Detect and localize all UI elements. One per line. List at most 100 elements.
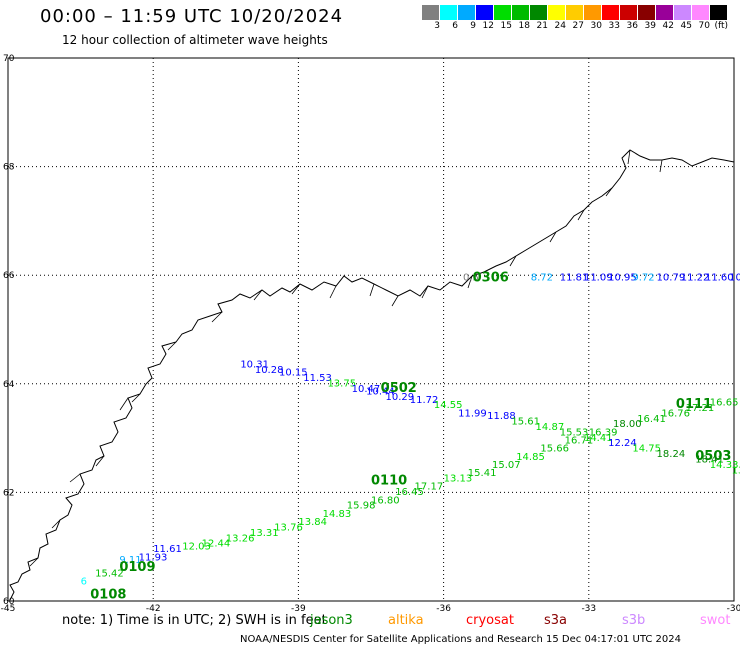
swh-value-label: 11.99 [458,408,487,419]
swh-value-label: 15.42 [95,569,124,580]
color-swatch [602,5,620,20]
swh-value-label: 10.47 [352,384,381,395]
swh-value-label: 10.8 [729,273,740,284]
color-swatch [476,5,494,20]
swh-value-label: 13.26 [226,533,255,544]
swh-value-label: 12.24 [608,438,637,449]
color-legend-label: 3 [434,21,440,31]
swh-value-label: 14.41 [584,433,613,444]
swh-value-label: 14.33 [710,460,739,471]
swh-value-label: 12.44 [202,539,231,550]
color-legend-label: 70 [698,21,710,31]
satellite-legend-item: swot [700,613,731,628]
map-grid [8,58,734,601]
page-title: 00:00 – 11:59 UTC 10/20/2024 [40,6,344,27]
color-swatch [422,5,440,20]
swh-value-label: 13.31 [250,528,279,539]
lon-tick-label: -42 [146,604,161,614]
satellite-legend: jason3 altika cryosat s3a s3b swot [310,613,740,628]
swh-value-label: 11.93 [139,552,168,563]
color-legend-label: 27 [572,21,584,31]
swh-value-label: 10.79 [657,273,686,284]
swh-value-label: 15.53 [560,427,589,438]
swh-value-label: 17.17 [415,482,444,493]
color-swatch [638,5,656,20]
swh-value-label: 14.83 [323,509,352,520]
satellite-legend-item: altika [388,613,424,628]
swh-value-label: 14.75 [632,444,661,455]
swh-value-label: 11.61 [153,544,182,555]
swh-value-label: 16.76 [661,408,690,419]
swh-value-label: 18.41 [695,455,724,466]
color-legend-label: 36 [626,21,638,31]
pass-time-label: 0306 [473,271,509,286]
lon-tick-label: -39 [291,604,306,614]
color-swatch [494,5,512,20]
lat-tick-label: 68 [3,163,15,173]
swh-value-label: 13.76 [274,522,303,533]
coastline-inlets [29,149,663,567]
swh-value-label: 6 [81,577,87,588]
color-legend-labels: 3 6 9 12 15 18 21 24 27 30 33 36 39 42 45 70 (ft) [422,21,728,31]
color-legend-label: 24 [554,21,566,31]
swh-value-label: 16.39 [589,427,618,438]
swh-value-label: 8.72 [531,273,553,284]
color-legend-label: 42 [662,21,674,31]
color-swatch [710,5,728,20]
pass-time-label: 0108 [90,587,126,602]
note-text: note: 1) Time is in UTC; 2) SWH is in fe… [62,613,327,628]
swh-value-label: 13.90 [732,465,740,476]
page-subtitle: 12 hour collection of altimeter wave hei… [62,33,328,47]
satellite-legend-item: s3b [622,613,646,628]
lat-tick-label: 62 [3,488,14,498]
satellite-legend-item: cryosat [466,613,514,628]
color-swatch [566,5,584,20]
swh-value-label: 16.41 [637,414,666,425]
swh-value-label: 16.65 [710,398,739,409]
color-legend-bar [422,5,728,20]
color-swatch [548,5,566,20]
coastline-path [9,149,735,601]
color-swatch [656,5,674,20]
color-legend-label: 30 [590,21,602,31]
swh-value-label: 10.15 [279,368,308,379]
map-frame [7,57,735,602]
swh-value-label: 16.71 [565,436,594,447]
swh-value-label: 15.66 [540,444,569,455]
color-legend-label: 33 [608,21,620,31]
swh-value-label: 14.85 [516,452,545,463]
swh-value-label: 11.81 [560,273,589,284]
color-legend-label: (ft) [714,21,728,31]
swh-value-label: 10.95 [608,273,637,284]
swh-value-label: 11.22 [681,273,710,284]
swh-value-label: 16.45 [395,487,424,498]
swh-value-label: 15.98 [347,501,376,512]
lon-tick-label: -33 [581,604,596,614]
lon-tick-label: -30 [727,604,740,614]
swh-value-label: 13.75 [327,379,356,390]
lat-tick-label: 60 [3,597,15,607]
swh-value-label: 11.88 [487,411,516,422]
lat-tick-label: 66 [3,271,15,281]
swh-value-label: 16.80 [371,495,400,506]
swh-value-label: 11.09 [584,273,613,284]
swh-value-label: 10.29 [386,392,415,403]
lat-tick-label: 70 [3,54,15,64]
lon-tick-label: -36 [436,604,451,614]
swh-value-label: 15.41 [468,468,497,479]
swh-value-label: 13.84 [298,517,327,528]
swh-value-label: 10.28 [255,365,284,376]
color-swatch [512,5,530,20]
satellite-legend-item: s3a [544,613,568,628]
swh-value-label: 13.13 [444,474,473,485]
color-swatch [584,5,602,20]
satellite-legend-item: jason3 [310,613,353,628]
pass-time-label: 0109 [119,560,155,575]
pass-time-label: 0111 [676,397,712,412]
swh-value-label: 18.00 [613,419,642,430]
swh-value-label: 14.55 [434,400,463,411]
color-legend-label: 12 [482,21,494,31]
swh-value-label: 12.03 [182,541,211,552]
swh-value-label: 15.61 [511,417,540,428]
